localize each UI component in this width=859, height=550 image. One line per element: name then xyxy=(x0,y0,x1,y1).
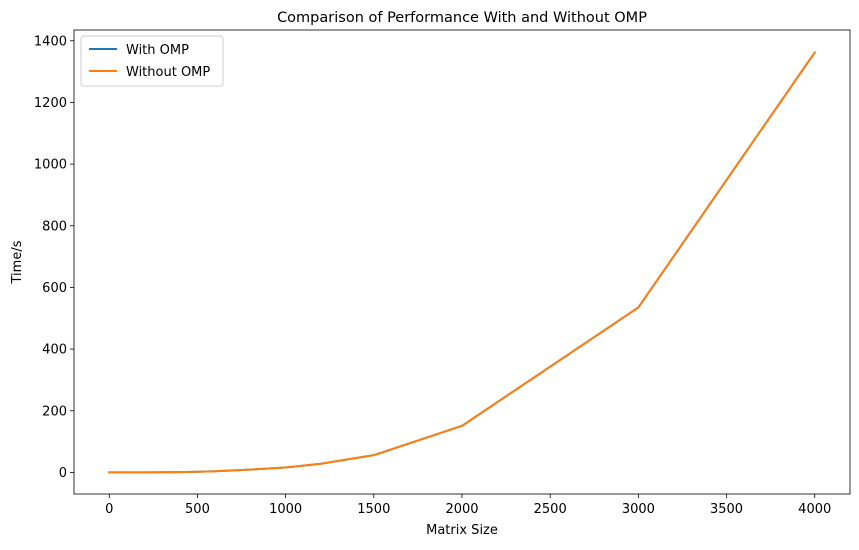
y-axis-label: Time/s xyxy=(10,240,25,284)
series-line-without-omp xyxy=(108,51,817,474)
x-tick-label: 4000 xyxy=(798,502,831,517)
x-tick-label: 0 xyxy=(105,502,113,517)
legend-label-with-omp: With OMP xyxy=(126,43,189,58)
y-tick-label: 0 xyxy=(59,466,67,481)
y-tick-label: 1000 xyxy=(34,158,67,173)
legend: With OMP Without OMP xyxy=(80,35,224,87)
x-tick-label: 3500 xyxy=(710,502,743,517)
legend-label-without-omp: Without OMP xyxy=(126,65,210,80)
y-axis: 0 200 400 600 800 1000 1200 1400 xyxy=(34,34,74,481)
x-tick-label: 500 xyxy=(185,502,210,517)
y-tick-label: 800 xyxy=(42,219,67,234)
x-tick-label: 2000 xyxy=(445,502,478,517)
y-tick-label: 400 xyxy=(42,343,67,358)
x-tick-label: 1500 xyxy=(357,502,390,517)
x-axis: 0 500 1000 1500 2000 2500 3000 3500 4000 xyxy=(105,494,831,517)
y-tick-label: 1400 xyxy=(34,34,67,49)
y-tick-label: 200 xyxy=(42,404,67,419)
x-tick-label: 3000 xyxy=(622,502,655,517)
series-group xyxy=(108,51,817,474)
x-tick-label: 2500 xyxy=(534,502,567,517)
plot-frame xyxy=(73,29,851,495)
y-tick-label: 600 xyxy=(42,281,67,296)
plot-area: 0 500 1000 1500 2000 2500 3000 3500 4000 0 200 400… xyxy=(34,29,851,517)
x-axis-label: Matrix Size xyxy=(426,523,498,538)
x-tick-label: 1000 xyxy=(269,502,302,517)
y-tick-label: 1200 xyxy=(34,96,67,111)
chart-title: Comparison of Performance With and Witho… xyxy=(277,10,647,26)
